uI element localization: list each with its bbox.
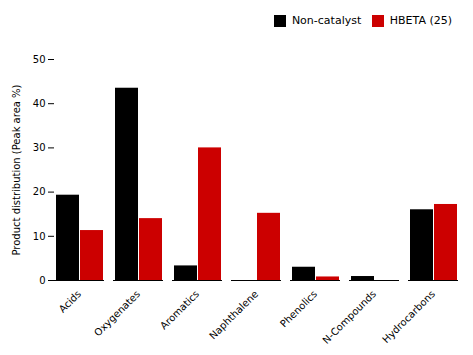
svg-text:50: 50 <box>33 53 46 64</box>
svg-text:0: 0 <box>39 274 45 285</box>
svg-text:40: 40 <box>33 97 46 108</box>
svg-text:N-Compounds: N-Compounds <box>320 288 378 346</box>
svg-text:Hydrocarbons: Hydrocarbons <box>380 288 437 345</box>
svg-text:20: 20 <box>33 186 46 197</box>
svg-text:10: 10 <box>33 230 46 241</box>
svg-text:30: 30 <box>33 142 46 153</box>
svg-text:Aromatics: Aromatics <box>158 288 201 331</box>
svg-text:Acids: Acids <box>57 288 84 315</box>
svg-text:Product distribution (Peak are: Product distribution (Peak area %) <box>11 84 22 255</box>
svg-text:Oxygenates: Oxygenates <box>92 288 142 338</box>
html-text:Non-catalyst: Non-catalyst <box>291 14 362 27</box>
svg-text:Naphthalene: Naphthalene <box>207 288 260 341</box>
html-text:HBETA (25): HBETA (25) <box>389 14 452 27</box>
svg-text:Phenolics: Phenolics <box>278 288 319 329</box>
